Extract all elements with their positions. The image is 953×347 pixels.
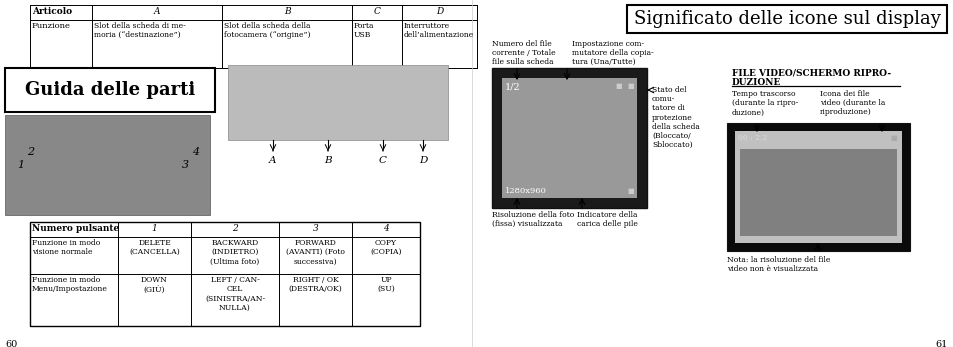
Text: Indicatore della
carica delle pile: Indicatore della carica delle pile — [577, 211, 638, 228]
Text: ■: ■ — [615, 82, 621, 90]
Text: LEFT / CAN-
CEL
(SINISTRA/AN-
NULLA): LEFT / CAN- CEL (SINISTRA/AN- NULLA) — [205, 276, 265, 312]
Text: ■: ■ — [889, 134, 896, 142]
Text: A: A — [269, 156, 276, 165]
Text: Slot della scheda di me-
moria (“destinazione”): Slot della scheda di me- moria (“destina… — [94, 22, 186, 39]
Text: 3: 3 — [182, 160, 189, 170]
Text: 61: 61 — [935, 340, 947, 347]
Text: 1280x960: 1280x960 — [504, 187, 546, 195]
Text: B: B — [283, 7, 290, 16]
Text: 4: 4 — [383, 224, 389, 233]
Text: Guida delle parti: Guida delle parti — [25, 81, 195, 99]
Bar — [5, 68, 214, 112]
Text: 3: 3 — [313, 224, 318, 233]
Bar — [30, 222, 419, 326]
Bar — [501, 78, 637, 198]
Text: BACKWARD
(INDIETRO)
(Ultima foto): BACKWARD (INDIETRO) (Ultima foto) — [211, 239, 259, 265]
Text: FILE VIDEO/SCHERMO RIPRO-: FILE VIDEO/SCHERMO RIPRO- — [731, 68, 890, 77]
Bar — [5, 115, 210, 215]
Text: 4: 4 — [192, 147, 199, 157]
Text: COPY
(COPIA): COPY (COPIA) — [370, 239, 401, 256]
Text: 60: 60 — [5, 340, 17, 347]
Bar — [492, 68, 646, 208]
Text: A: A — [153, 7, 160, 16]
Text: D: D — [436, 7, 442, 16]
Text: Funzione in modo
Menu/Impostazione: Funzione in modo Menu/Impostazione — [32, 276, 108, 293]
Text: Tempo trascorso
(durante la ripro-
duzione): Tempo trascorso (durante la ripro- duzio… — [731, 90, 798, 116]
Text: ■: ■ — [626, 187, 633, 195]
Text: UP
(SU): UP (SU) — [376, 276, 395, 293]
Text: Significato delle icone sul display: Significato delle icone sul display — [633, 10, 940, 28]
Text: 2: 2 — [27, 147, 34, 157]
Text: DOWN
(GIÙ): DOWN (GIÙ) — [141, 276, 168, 294]
Bar — [726, 123, 909, 251]
Text: 00 : 2.2: 00 : 2.2 — [738, 134, 766, 142]
Bar — [734, 131, 901, 243]
Bar — [740, 149, 896, 236]
Text: C: C — [378, 156, 387, 165]
Text: Funzione: Funzione — [32, 22, 71, 30]
Text: Stato del
comu-
tatore di
protezione
della scheda
(Bloccato/
Sbloccato): Stato del comu- tatore di protezione del… — [651, 86, 700, 149]
Text: DUZIONE: DUZIONE — [731, 78, 781, 87]
Text: 2: 2 — [232, 224, 237, 233]
Bar — [626, 5, 946, 33]
Text: Interruttore
dell’alimentazione: Interruttore dell’alimentazione — [403, 22, 474, 39]
Text: Porta
USB: Porta USB — [354, 22, 375, 39]
Bar — [228, 65, 448, 140]
Text: ■: ■ — [626, 82, 633, 90]
Text: Impostazione com-
mutatore della copia-
tura (Una/Tutte): Impostazione com- mutatore della copia- … — [572, 40, 653, 66]
Text: 1/2: 1/2 — [504, 82, 520, 91]
Text: Numero del file
corrente / Totale
file sulla scheda: Numero del file corrente / Totale file s… — [492, 40, 555, 66]
Text: 1: 1 — [17, 160, 24, 170]
Text: 1: 1 — [152, 224, 157, 233]
Text: Funzione in modo
visione normale: Funzione in modo visione normale — [32, 239, 100, 256]
Text: Risoluzione della foto
(fissa) visualizzata: Risoluzione della foto (fissa) visualizz… — [492, 211, 574, 228]
Text: RIGHT / OK
(DESTRA/OK): RIGHT / OK (DESTRA/OK) — [289, 276, 342, 293]
Text: Articolo: Articolo — [32, 7, 72, 16]
Text: C: C — [374, 7, 380, 16]
Text: Numero pulsante: Numero pulsante — [32, 224, 119, 233]
Text: Icona dei file
video (durante la
riproduzione): Icona dei file video (durante la riprodu… — [820, 90, 884, 116]
Text: Nota: la risoluzione del file
video non è visualizzata: Nota: la risoluzione del file video non … — [726, 256, 829, 273]
Text: D: D — [418, 156, 427, 165]
Text: Slot della scheda della
fotocamera (“origine”): Slot della scheda della fotocamera (“ori… — [224, 22, 310, 39]
Text: FORWARD
(AVANTI) (Foto
successiva): FORWARD (AVANTI) (Foto successiva) — [286, 239, 345, 265]
Text: B: B — [324, 156, 332, 165]
Text: DELETE
(CANCELLA): DELETE (CANCELLA) — [129, 239, 180, 256]
